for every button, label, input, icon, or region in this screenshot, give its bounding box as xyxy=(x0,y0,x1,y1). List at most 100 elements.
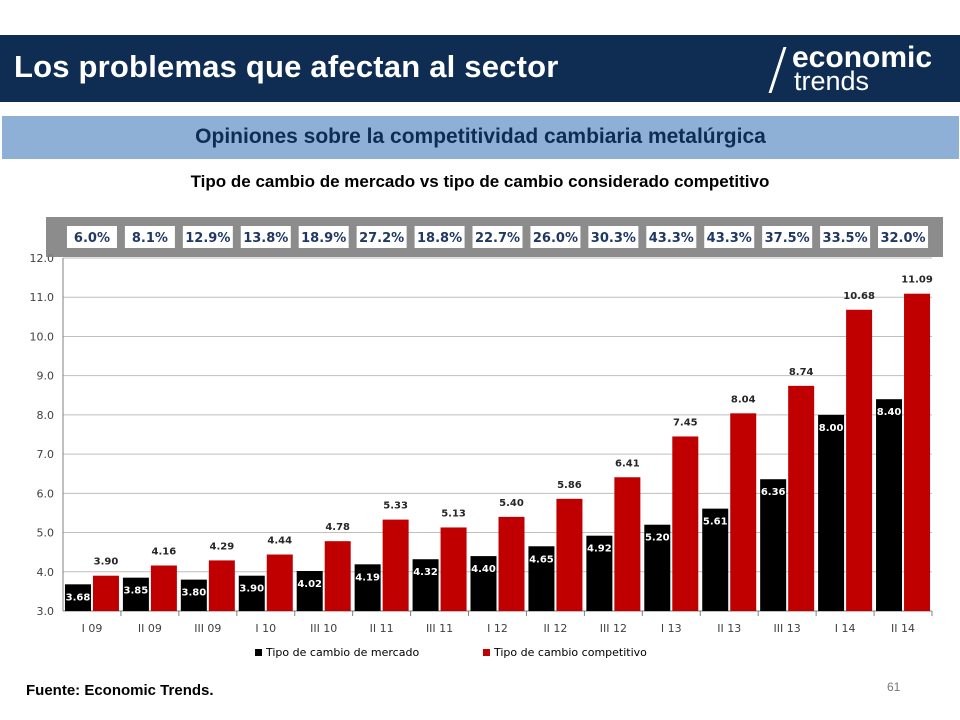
bar-competitive-label: 5.13 xyxy=(441,508,466,519)
page-title: Los problemas que afectan al sector xyxy=(14,49,559,84)
percent-label-box xyxy=(878,226,929,248)
bar-competitive-label: 4.29 xyxy=(209,541,234,552)
bar-market xyxy=(296,570,323,611)
percent-gap-label: 32.0% xyxy=(880,231,925,246)
bar-market-label: 5.20 xyxy=(645,533,670,544)
bar-market-label: 3.90 xyxy=(239,584,264,595)
bar-competitive xyxy=(556,498,583,611)
percent-label-box xyxy=(298,226,349,248)
bar-competitive-label: 3.90 xyxy=(94,557,119,568)
bar-chart: 3.04.05.06.07.08.09.010.011.012.06.0%3.6… xyxy=(30,217,943,659)
bar-market xyxy=(412,559,439,611)
x-tick-label: III 13 xyxy=(774,622,801,635)
percent-label-box xyxy=(66,226,117,248)
percent-label-box xyxy=(646,226,697,248)
x-tick-label: I 09 xyxy=(82,622,103,635)
percent-gap-label: 13.8% xyxy=(243,231,288,246)
legend-swatch-competitive xyxy=(483,649,490,656)
x-tick-label: II 14 xyxy=(891,622,915,635)
bar-market xyxy=(528,546,555,611)
bar-market xyxy=(586,535,613,611)
bar-market-label: 8.40 xyxy=(877,407,902,418)
bar-competitive xyxy=(672,436,699,611)
bar-competitive xyxy=(846,309,873,611)
y-tick-label: 4.0 xyxy=(37,566,55,579)
legend-swatch-market xyxy=(255,649,262,656)
logo-word-economic: economic xyxy=(792,41,933,74)
bar-competitive xyxy=(730,413,757,611)
bar-competitive-label: 5.86 xyxy=(557,480,582,491)
percent-gap-label: 43.3% xyxy=(649,231,694,246)
percent-label-box xyxy=(356,226,407,248)
x-tick-label: I 13 xyxy=(661,622,682,635)
bar-market-label: 3.80 xyxy=(181,588,206,599)
bar-competitive xyxy=(266,554,293,611)
percent-gap-label: 33.5% xyxy=(823,231,868,246)
bar-competitive-label: 11.09 xyxy=(901,275,933,286)
y-tick-label: 9.0 xyxy=(37,370,55,383)
x-tick-label: II 12 xyxy=(543,622,567,635)
logo-slash xyxy=(768,47,787,93)
subtitle: Opiniones sobre la competitividad cambia… xyxy=(195,125,766,148)
bar-market xyxy=(644,524,671,611)
bar-market xyxy=(354,564,381,611)
bar-market xyxy=(760,479,787,611)
legend-label-competitive: Tipo de cambio competitivo xyxy=(493,646,647,659)
bar-competitive-label: 8.74 xyxy=(789,367,814,378)
bar-market xyxy=(238,575,265,611)
percent-label-box xyxy=(762,226,813,248)
bar-competitive-label: 10.68 xyxy=(843,291,875,302)
bar-competitive-label: 4.78 xyxy=(325,522,350,533)
bar-competitive-label: 7.45 xyxy=(673,417,698,428)
bar-competitive xyxy=(440,527,467,611)
percent-label-box xyxy=(530,226,581,248)
bar-market xyxy=(876,399,903,611)
percent-gap-label: 43.3% xyxy=(707,231,752,246)
x-tick-label: II 11 xyxy=(370,622,394,635)
logo-word-trends: trends xyxy=(794,66,870,96)
percent-gap-label: 8.1% xyxy=(132,231,168,246)
percent-gap-label: 26.0% xyxy=(533,231,578,246)
subtitle-bar: Opiniones sobre la competitividad cambia… xyxy=(2,116,959,159)
x-tick-label: II 13 xyxy=(717,622,741,635)
percent-label-box xyxy=(124,226,175,248)
bar-market xyxy=(122,577,149,611)
percent-label-box xyxy=(414,226,465,248)
bar-competitive xyxy=(904,293,931,611)
percent-label-box xyxy=(588,226,639,248)
bar-competitive-label: 4.16 xyxy=(152,547,177,558)
bar-competitive-label: 6.41 xyxy=(615,458,640,469)
y-tick-label: 7.0 xyxy=(37,448,55,461)
bar-competitive xyxy=(788,385,815,611)
bar-market xyxy=(180,579,207,611)
bar-competitive xyxy=(208,560,235,611)
x-tick-label: III 11 xyxy=(426,622,453,635)
legend-label-market: Tipo de cambio de mercado xyxy=(265,646,419,659)
bar-market-label: 5.61 xyxy=(703,517,728,528)
bar-market-label: 4.92 xyxy=(587,544,612,555)
bar-market-label: 3.68 xyxy=(66,592,91,603)
percent-gap-label: 30.3% xyxy=(591,231,636,246)
x-tick-label: III 10 xyxy=(310,622,337,635)
y-tick-label: 8.0 xyxy=(37,409,55,422)
bar-market xyxy=(64,584,91,611)
bar-market-label: 6.36 xyxy=(761,487,786,498)
x-tick-label: I 14 xyxy=(835,622,856,635)
y-tick-label: 3.0 xyxy=(37,605,55,618)
bar-competitive xyxy=(150,565,177,611)
bar-market xyxy=(702,508,729,611)
percent-gap-label: 12.9% xyxy=(185,231,230,246)
x-tick-label: III 09 xyxy=(194,622,221,635)
percent-label-box xyxy=(472,226,523,248)
bar-market-label: 4.32 xyxy=(413,567,438,578)
y-tick-label: 10.0 xyxy=(30,330,55,343)
percent-gap-label: 22.7% xyxy=(475,231,520,246)
bar-market-label: 3.85 xyxy=(124,586,149,597)
bar-competitive xyxy=(92,575,119,611)
page-number: 61 xyxy=(887,680,901,694)
economic-trends-logo: economic trends xyxy=(768,41,946,96)
bar-market xyxy=(818,414,845,611)
bar-competitive-label: 4.44 xyxy=(267,536,292,547)
x-tick-label: III 12 xyxy=(600,622,627,635)
percent-gap-label: 6.0% xyxy=(74,231,110,246)
